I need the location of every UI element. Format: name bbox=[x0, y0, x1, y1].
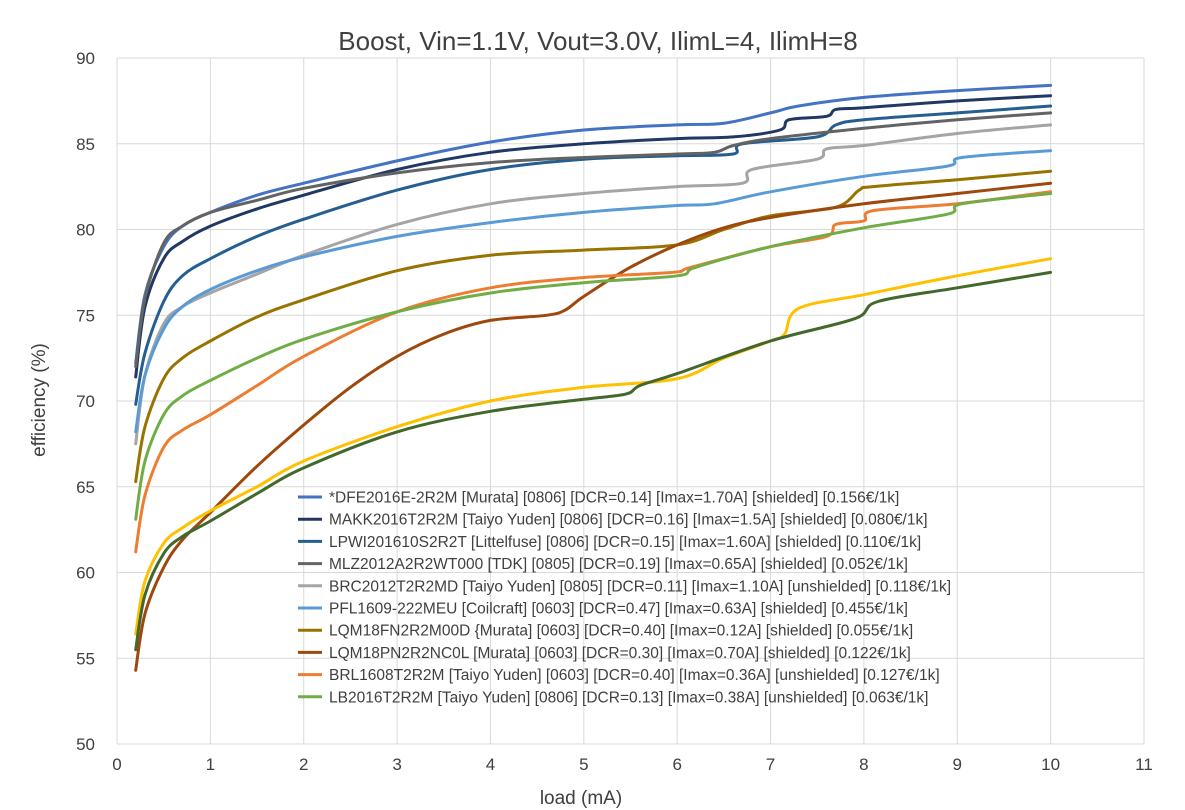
tick-labels: 0 1 2 3 4 5 6 7 8 9 10 11 50 55 60 65 70 75 80 85 90 bbox=[76, 49, 1153, 774]
x-tick-label: 3 bbox=[392, 755, 401, 774]
y-axis-title: efficiency (%) bbox=[29, 343, 50, 457]
legend-entry: LQM18FN2R2M00D {Murata] [0603] [DCR=0.40… bbox=[329, 623, 913, 640]
legend-entry: *DFE2016E-2R2M [Murata] [0806] [DCR=0.14… bbox=[329, 490, 899, 507]
series-line-11 bbox=[134, 257, 1053, 636]
x-tick-label: 1 bbox=[206, 755, 215, 774]
y-tick-label: 70 bbox=[76, 392, 95, 411]
series-line-4 bbox=[134, 111, 1053, 369]
series-line-6 bbox=[134, 149, 1053, 434]
x-tick-label: 7 bbox=[766, 755, 775, 774]
x-axis-title: load (mA) bbox=[540, 788, 622, 809]
series-line-9 bbox=[134, 190, 1053, 554]
legend-entry: PFL1609-222MEU [Coilcraft] [0603] [DCR=0… bbox=[329, 601, 908, 618]
x-tick-label: 11 bbox=[1135, 755, 1153, 774]
y-tick-label: 75 bbox=[76, 306, 95, 325]
y-tick-label: 80 bbox=[76, 221, 95, 240]
y-tick-label: 90 bbox=[76, 49, 95, 68]
legend-entry: BRL1608T2R2M [Taiyo Yuden] [0603] [DCR=0… bbox=[329, 667, 940, 684]
x-tick-label: 6 bbox=[672, 755, 681, 774]
y-tick-label: 50 bbox=[76, 735, 95, 754]
y-tick-label: 85 bbox=[76, 135, 95, 154]
x-tick-label: 4 bbox=[486, 755, 495, 774]
y-tick-label: 60 bbox=[76, 564, 95, 583]
y-tick-label: 55 bbox=[76, 649, 95, 668]
legend-entry: MLZ2012A2R2WT000 [TDK] [0805] [DCR=0.19]… bbox=[329, 556, 908, 573]
chart-title: Boost, Vin=1.1V, Vout=3.0V, IlimL=4, Ili… bbox=[338, 26, 857, 56]
legend: *DFE2016E-2R2M [Murata] [0806] [DCR=0.14… bbox=[298, 490, 951, 706]
series-line-3 bbox=[134, 104, 1053, 406]
x-tick-label: 9 bbox=[953, 755, 962, 774]
series-lines bbox=[134, 83, 1053, 672]
series-line-10 bbox=[134, 192, 1053, 521]
x-tick-label: 0 bbox=[112, 755, 121, 774]
series-line-2 bbox=[134, 94, 1053, 379]
legend-entry: LB2016T2R2M [Taiyo Yuden] [0806] [DCR=0.… bbox=[329, 689, 928, 706]
series-line-7 bbox=[134, 169, 1053, 484]
x-tick-label: 5 bbox=[579, 755, 588, 774]
x-tick-label: 10 bbox=[1041, 755, 1060, 774]
x-tick-label: 8 bbox=[859, 755, 868, 774]
x-tick-label: 2 bbox=[299, 755, 308, 774]
legend-entry: MAKK2016T2R2M [Taiyo Yuden] [0806] [DCR=… bbox=[329, 512, 928, 529]
legend-entry: LPWI201610S2R2T [Littelfuse] [0806] [DCR… bbox=[329, 534, 921, 551]
series-line-12 bbox=[134, 270, 1053, 652]
y-tick-label: 65 bbox=[76, 478, 95, 497]
legend-entry: BRC2012T2R2MD [Taiyo Yuden] [0805] [DCR=… bbox=[329, 578, 951, 595]
gridlines bbox=[116, 57, 1145, 745]
legend-entry: LQM18PN2R2NC0L [Murata] [0603] [DCR=0.30… bbox=[329, 645, 911, 662]
